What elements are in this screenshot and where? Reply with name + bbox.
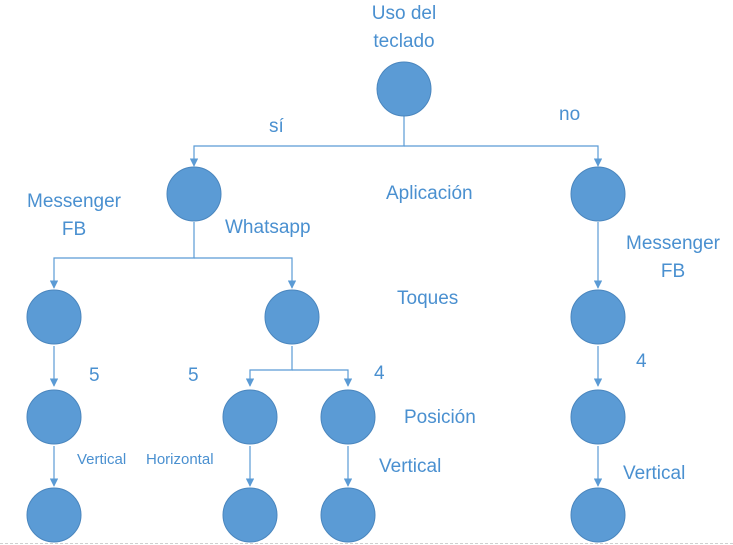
touch-value-middle: 5 [188,365,199,386]
node-app-right [570,166,626,222]
edge-root-to-branches [189,116,405,167]
node-position-mid-right [320,389,376,445]
position-value-mid-right: Vertical [379,456,442,477]
position-value-left: Vertical [77,451,127,468]
node-touch-right [570,289,626,345]
level-label-application: Aplicación [386,183,473,204]
node-touch-middle [264,289,320,345]
app-right-messenger-line-1: Messenger [626,233,720,254]
node-position-middle [222,389,278,445]
position-value-middle: Horizontal [146,451,214,468]
node-leaf-right [570,487,626,543]
edge-touch-middle-to-position-mid-right [292,369,353,387]
branch-label-no: no [559,104,581,125]
app-right-messenger-line-2: FB [660,260,686,282]
node-leaf-mid-right [320,487,376,543]
touch-value-right: 4 [636,351,647,372]
app-left-messenger-line-1: Messenger [27,191,121,212]
edge-touch-middle-to-position-middle [245,346,293,387]
root-label-line-1: Uso del [371,3,437,24]
bottom-border-line [0,543,733,544]
root-label: Uso del teclado [344,2,464,54]
edge-left-app-to-touch-middle [194,257,297,289]
level-label-position: Posición [404,407,476,428]
node-root [376,61,432,117]
node-touch-left [26,289,82,345]
app-left-messenger-label: Messenger FB [14,190,134,242]
edge-left-app-to-touch-left [49,222,195,289]
node-position-right [570,389,626,445]
level-label-touches: Toques [397,288,459,309]
node-leaf-left [26,487,82,543]
branch-label-yes: sí [269,116,284,137]
root-label-line-2: teclado [373,30,435,52]
app-left-messenger-line-2: FB [61,218,87,240]
touch-value-left: 5 [89,365,100,386]
position-value-right: Vertical [623,463,686,484]
edge-root-to-no-branch [404,145,603,167]
node-app-left [166,166,222,222]
touch-value-mid-right: 4 [374,363,385,384]
app-left-whatsapp-label: Whatsapp [225,217,311,238]
node-leaf-middle [222,487,278,543]
app-right-messenger-label: Messenger FB [613,232,733,284]
node-position-left [26,389,82,445]
